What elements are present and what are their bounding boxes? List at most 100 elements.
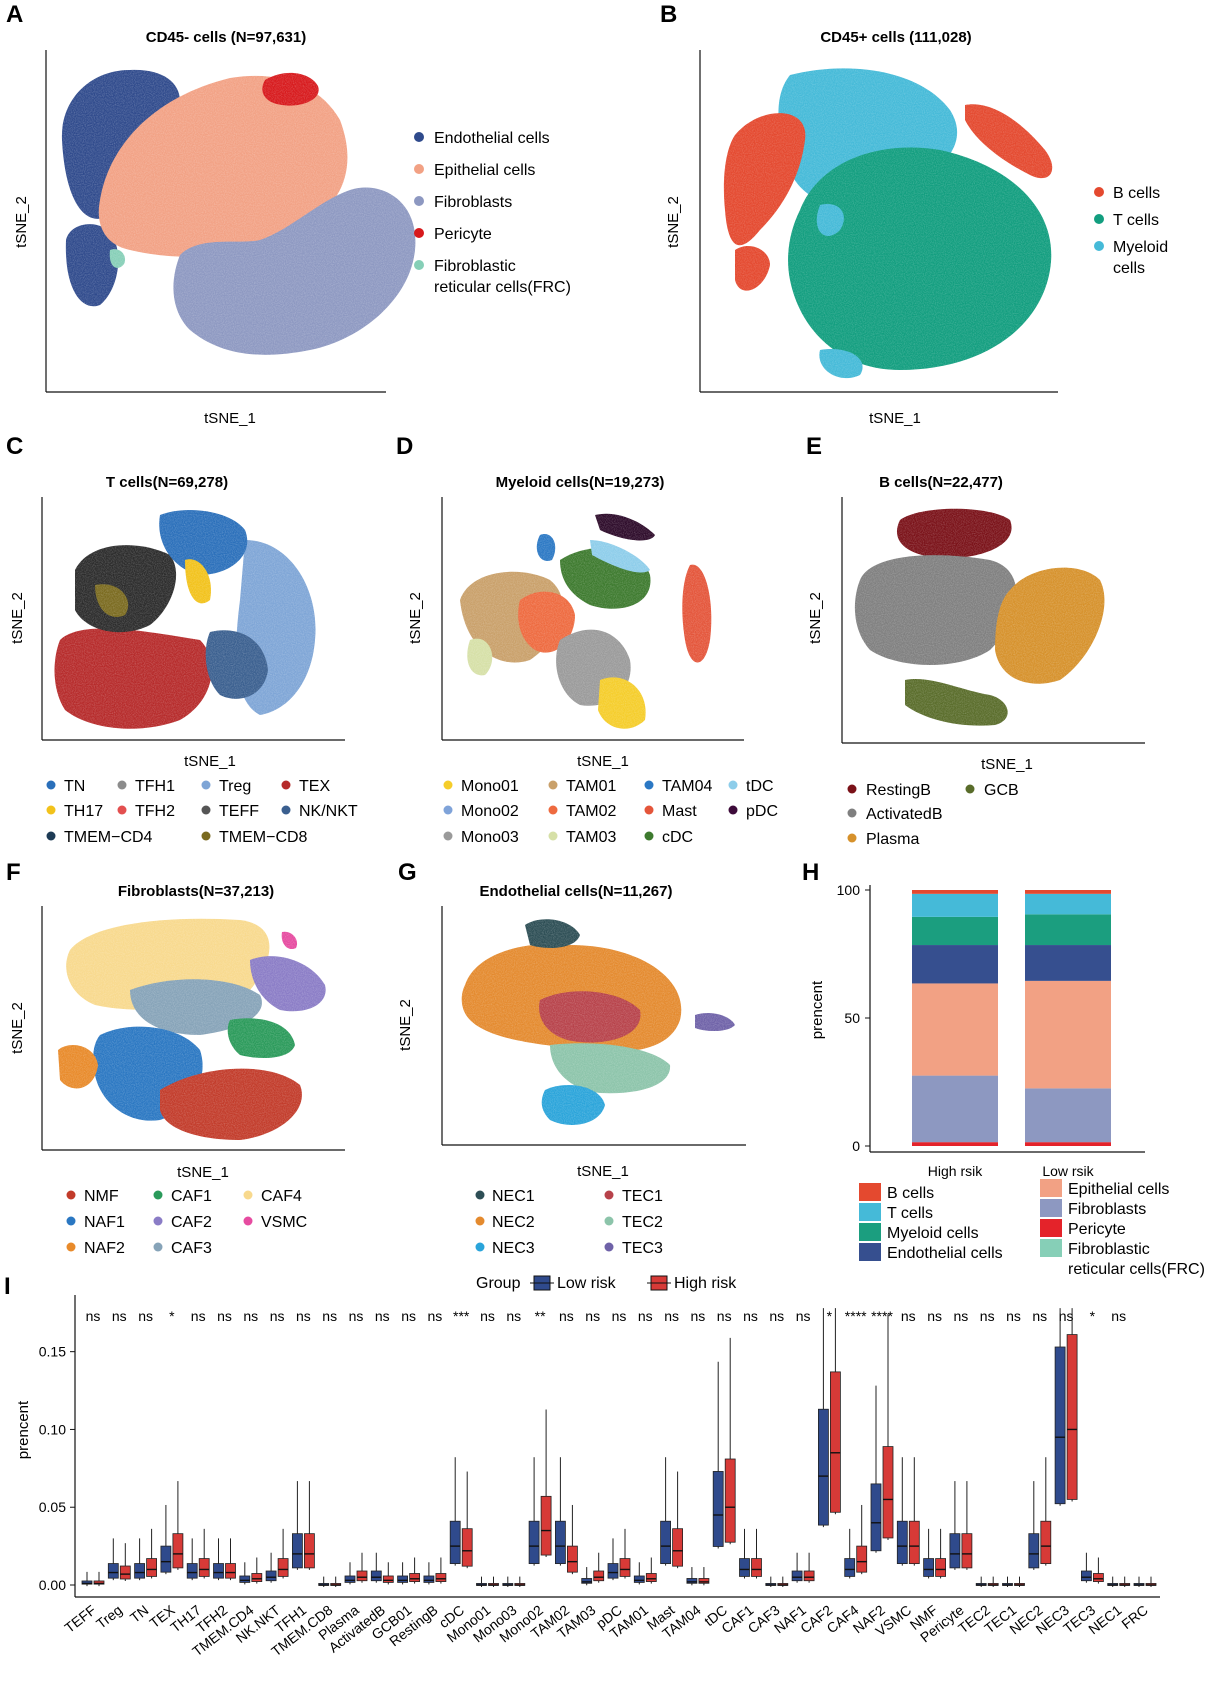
panel-title-B: CD45+ cells (111,028) (820, 29, 971, 46)
panel-E: E B cells(N=22,477) tSNE_1 tSNE_2 Restin… (806, 433, 1145, 848)
legend-dot-F-0 (66, 1190, 76, 1200)
i-sig-label-14: *** (453, 1308, 470, 1324)
panel-label-D: D (396, 433, 413, 460)
h-ytick-label-1: 50 (844, 1010, 860, 1026)
i-sig-label-26: ns (769, 1308, 784, 1324)
h-xticks: High rsik Low rsik (928, 1163, 1095, 1179)
i-box-32-1 (935, 1558, 946, 1577)
legend-label-G-3: TEC2 (622, 1214, 663, 1231)
y-axis-label-E: tSNE_2 (807, 592, 824, 644)
legend-label-A-4: Fibroblastic (434, 258, 516, 275)
legend-label-F-1: CAF1 (171, 1188, 212, 1205)
legend-label-D-8: Mono03 (461, 829, 519, 846)
legend-label-C-5: TFH2 (135, 803, 175, 820)
h-bar-1-b-cells (1025, 890, 1111, 894)
i-box-11-0 (370, 1570, 382, 1582)
i-box-25-1 (751, 1558, 762, 1577)
legend-label-C-4: TH17 (64, 803, 103, 820)
x-axis-label-G: tSNE_1 (577, 1163, 629, 1180)
i-box-29-1 (856, 1545, 868, 1573)
i-ytick-label-0: 0.00 (39, 1577, 66, 1593)
i-box-22-0 (660, 1520, 671, 1565)
legend-label-H-5: Pericyte (1068, 1221, 1126, 1238)
x-axis-label-B: tSNE_1 (869, 410, 921, 427)
i-box-20-1 (619, 1558, 631, 1577)
i-box-33-0 (949, 1533, 961, 1569)
i-sig-label-13: ns (428, 1308, 443, 1324)
i-sig-label-20: ns (612, 1308, 627, 1324)
legend-label-B-2b: cells (1113, 260, 1145, 277)
legend-dot-F-5 (243, 1216, 253, 1226)
h-bar-0-myeloid-cells (912, 916, 998, 946)
panel-C: C T cells(N=69,278) tSNE_1 tSNE_2 TN TFH… (6, 433, 358, 846)
legend-label-C-0: TN (64, 778, 85, 795)
legend-dot-E-0 (847, 784, 857, 794)
panel-label-B: B (660, 1, 677, 28)
i-sig-label-32: ns (927, 1308, 942, 1324)
legend-label-D-5: TAM02 (566, 803, 616, 820)
i-box-11-1 (382, 1575, 394, 1583)
legend-label-F-6: NAF2 (84, 1240, 125, 1257)
legend-label-C-9: TMEM−CD8 (219, 829, 308, 846)
tsne-clusters-F (55, 912, 330, 1144)
legend-label-G-4: NEC3 (492, 1240, 535, 1257)
panel-B: B CD45+ cells (111,028) tSNE_1 tSNE_2 B … (660, 1, 1168, 427)
panel-title-F: Fibroblasts(N=37,213) (118, 883, 274, 900)
legend-dot-C-3 (281, 780, 291, 790)
legend-label-B-0: B cells (1113, 185, 1160, 202)
i-box-25-0 (739, 1558, 750, 1577)
i-box-27-0 (791, 1570, 803, 1582)
tsne-clusters-B (715, 60, 1060, 380)
i-sig-label-19: ns (585, 1308, 600, 1324)
x-axis-label-C: tSNE_1 (184, 753, 236, 770)
i-box-7-1 (277, 1558, 289, 1577)
i-sig-label-24: ns (717, 1308, 732, 1324)
legend-dot-E-3 (847, 833, 857, 843)
legend-label-F-2: CAF4 (261, 1188, 302, 1205)
x-axis-label-A: tSNE_1 (204, 410, 256, 427)
i-box-8-1 (303, 1533, 315, 1569)
tsne-clusters-A (60, 65, 420, 365)
legend-label-F-7: CAF3 (171, 1240, 212, 1257)
i-box-1-1 (119, 1565, 131, 1580)
i-sig-label-12: ns (401, 1308, 416, 1324)
legend-dot-C-1 (117, 780, 127, 790)
i-sig-label-18: ns (559, 1308, 574, 1324)
i-box-38-0 (1081, 1570, 1092, 1582)
legend-label-B-2: Myeloid (1113, 239, 1168, 256)
i-box-38-1 (1093, 1573, 1104, 1582)
legend-swatch-H-1 (1040, 1179, 1062, 1197)
legend-label-G-1: TEC1 (622, 1188, 663, 1205)
panel-F: F Fibroblasts(N=37,213) tSNE_1 tSNE_2 NM… (6, 859, 345, 1257)
legend-C: TN TFH1 Treg TEX TH17 TFH2 TEFF NK/NKT T… (46, 778, 358, 846)
i-box-19-1 (593, 1570, 605, 1582)
legend-label-D-3: tDC (746, 778, 774, 795)
i-ytick-label-1: 0.05 (39, 1499, 66, 1515)
i-sig-label-29: **** (845, 1308, 867, 1324)
legend-dot-D-9 (548, 831, 558, 841)
i-sig-label-4: ns (191, 1308, 206, 1324)
legend-label-E-2: ActivatedB (866, 806, 942, 823)
legend-dot-F-1 (153, 1190, 163, 1200)
legend-dot-G-3 (604, 1216, 614, 1226)
legend-label-D-1: TAM01 (566, 778, 616, 795)
legend-label-A-1: Epithelial cells (434, 162, 535, 179)
legend-label-H-2: T cells (887, 1205, 933, 1222)
legend-swatch-H-3 (1040, 1199, 1062, 1217)
h-bar-1-t-cells (1025, 893, 1111, 915)
legend-label-F-5: VSMC (261, 1214, 307, 1231)
i-sig-label-31: ns (901, 1308, 916, 1324)
h-bar-1-pericyte (1025, 1142, 1111, 1146)
legend-label-H-4: Myeloid cells (887, 1225, 979, 1242)
panel-title-G: Endothelial cells(N=11,267) (479, 883, 672, 900)
legend-dot-C-4 (46, 805, 56, 815)
legend-label-H-1: Epithelial cells (1068, 1181, 1169, 1198)
h-ytick-label-0: 0 (852, 1138, 860, 1154)
i-sig-label-10: ns (349, 1308, 364, 1324)
legend-dot-C-6 (201, 805, 211, 815)
i-box-31-1 (908, 1520, 920, 1565)
i-sig-label-16: ns (506, 1308, 521, 1324)
h-xtick-label-1: Low rsik (1042, 1163, 1094, 1179)
i-box-18-1 (567, 1545, 578, 1573)
